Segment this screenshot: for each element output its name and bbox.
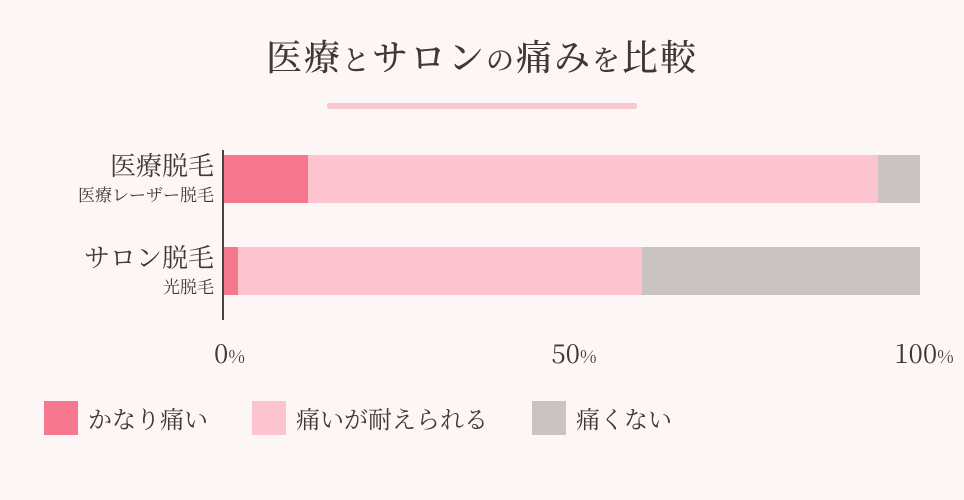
bar-segment-very_painful xyxy=(224,155,308,203)
title-part: サロン xyxy=(372,30,486,81)
title-underline-wrap xyxy=(44,91,920,114)
title-part: 医療 xyxy=(266,30,342,81)
x-tick: 0% xyxy=(214,334,245,371)
x-tick-unit: % xyxy=(580,343,597,369)
x-tick-value: 100 xyxy=(894,334,937,371)
stacked-bar-chart: 医療脱毛 医療レーザー脱毛 サロン脱毛 光脱毛 0%50%100% xyxy=(44,150,920,364)
legend-swatch xyxy=(44,401,78,435)
row-label: サロン脱毛 光脱毛 xyxy=(44,243,214,299)
title-part: 比較 xyxy=(622,30,698,81)
x-tick-value: 0 xyxy=(214,334,228,371)
x-tick-unit: % xyxy=(937,343,954,369)
chart-title: 医療とサロンの痛みを比較 xyxy=(44,30,920,81)
title-particle: を xyxy=(592,39,622,79)
bar-row: サロン脱毛 光脱毛 xyxy=(222,242,920,300)
x-axis-ticks: 0%50%100% xyxy=(224,334,924,364)
row-label-main: サロン脱毛 xyxy=(44,243,214,272)
legend-label: 痛くない xyxy=(576,400,672,435)
title-part: 痛み xyxy=(516,30,592,81)
legend-item-not_painful: 痛くない xyxy=(532,400,672,435)
stacked-bar xyxy=(224,247,920,295)
title-particle: の xyxy=(486,39,516,79)
legend-label: 痛いが耐えられる xyxy=(296,400,488,435)
bar-segment-bearable xyxy=(308,155,879,203)
bar-segment-bearable xyxy=(238,247,642,295)
row-label-main: 医療脱毛 xyxy=(44,151,214,180)
bar-segment-not_painful xyxy=(642,247,920,295)
legend-swatch xyxy=(532,401,566,435)
chart-page: 医療とサロンの痛みを比較 医療脱毛 医療レーザー脱毛 サロン脱毛 光脱毛 0%5… xyxy=(0,0,964,500)
x-tick-value: 50 xyxy=(551,334,580,371)
stacked-bar xyxy=(224,155,920,203)
title-particle: と xyxy=(342,39,372,79)
row-label-sub: 光脱毛 xyxy=(44,272,214,299)
x-tick: 100% xyxy=(894,334,954,371)
y-axis-line xyxy=(222,150,224,320)
x-tick: 50% xyxy=(551,334,596,371)
bar-segment-very_painful xyxy=(224,247,238,295)
row-label-sub: 医療レーザー脱毛 xyxy=(44,180,214,207)
row-label: 医療脱毛 医療レーザー脱毛 xyxy=(44,151,214,207)
legend-item-very_painful: かなり痛い xyxy=(44,400,208,435)
chart-legend: かなり痛い 痛いが耐えられる 痛くない xyxy=(44,400,920,435)
legend-swatch xyxy=(252,401,286,435)
bar-segment-not_painful xyxy=(878,155,920,203)
legend-item-bearable: 痛いが耐えられる xyxy=(252,400,488,435)
x-tick-unit: % xyxy=(228,343,245,369)
bar-row: 医療脱毛 医療レーザー脱毛 xyxy=(222,150,920,208)
legend-label: かなり痛い xyxy=(88,400,208,435)
title-underline xyxy=(327,103,637,109)
